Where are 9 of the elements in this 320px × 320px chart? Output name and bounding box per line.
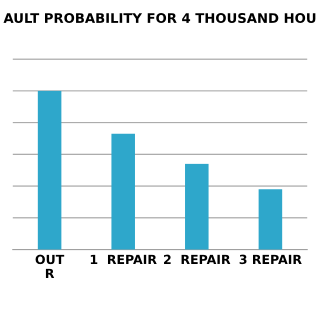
bar — [38, 90, 62, 250]
bar — [111, 134, 135, 250]
x-tick-label: 2 REPAIR — [164, 254, 230, 264]
x-tick-label: OUT R — [36, 254, 64, 278]
x-tick-label: 1 REPAIR — [90, 254, 157, 264]
bar — [258, 189, 282, 250]
chart-title: AULT PROBABILITY FOR 4 THOUSAND HOU — [4, 13, 316, 24]
bar — [185, 164, 209, 250]
x-tick-label: 3 REPAIR — [240, 254, 302, 264]
